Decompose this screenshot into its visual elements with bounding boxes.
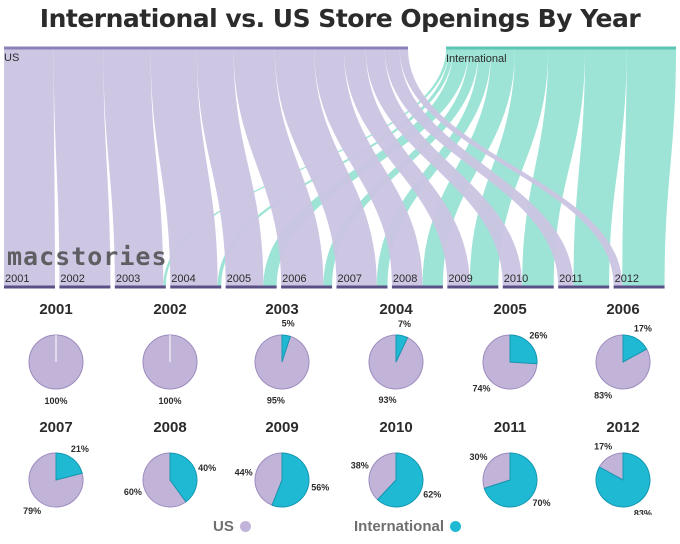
international-percent-label: 70%: [533, 498, 551, 508]
us-source-label: US: [4, 52, 19, 64]
pie-year-label: 2010: [379, 419, 412, 436]
international-percent-label: 17%: [634, 323, 652, 333]
pie-2010: 2010 62% 38%: [351, 419, 441, 508]
legend-us: US: [213, 518, 251, 535]
us-slice: [368, 452, 397, 501]
pie-2001: 2001 100%: [28, 301, 84, 406]
pie-2012: 2012 83% 17%: [594, 419, 652, 515]
us-percent-label: 74%: [473, 384, 491, 394]
international-flow-2007: [376, 48, 492, 286]
year-label-2007: 2007: [338, 273, 362, 285]
us-flow-2003: [103, 48, 164, 286]
year-label-2006: 2006: [282, 273, 306, 285]
us-percent-label: 83%: [594, 391, 612, 401]
watermark-logo: macstories: [7, 242, 168, 271]
international-slice: [622, 334, 648, 363]
international-percent-label: 26%: [529, 330, 547, 340]
year-label-2002: 2002: [60, 273, 84, 285]
chart-title: International vs. US Store Openings By Y…: [39, 4, 641, 33]
us-percent-label: 100%: [158, 396, 181, 406]
us-flow-2009: [343, 48, 470, 286]
sankey-chart: US International 2001 2002 2003 2004 2005 2006 2…: [4, 46, 676, 289]
pie-year-label: 2004: [379, 301, 413, 318]
international-flow-2011: [573, 48, 627, 286]
us-percent-label: 44%: [235, 468, 253, 478]
us-flow-2007: [274, 48, 377, 286]
us-flow-2004: [150, 48, 218, 286]
international-slice: [483, 452, 538, 508]
international-percent-label: 56%: [311, 482, 329, 492]
international-slice: [376, 452, 424, 508]
us-percent-label: 17%: [594, 441, 612, 451]
pie-year-label: 2003: [265, 301, 298, 318]
international-percent-label: 5%: [282, 318, 295, 328]
year-label-2005: 2005: [227, 273, 251, 285]
international-slice: [169, 452, 198, 503]
us-flow-2002: [53, 48, 111, 286]
pie-year-label: 2012: [606, 419, 639, 436]
us-flow-2010: [365, 48, 523, 286]
pie-2007: 2007 21% 79%: [23, 419, 89, 515]
year-label-2001: 2001: [5, 273, 29, 285]
pie-2009: 2009 56% 44%: [235, 419, 329, 508]
pie-year-label: 2001: [39, 301, 72, 318]
us-flow-2006: [233, 48, 324, 286]
year-label-2008: 2008: [393, 273, 417, 285]
international-source-label: International: [446, 53, 507, 65]
pie-year-label: 2008: [153, 419, 186, 436]
us-percent-label: 100%: [44, 396, 67, 406]
year-label-2003: 2003: [116, 273, 140, 285]
us-percent-label: 38%: [351, 461, 369, 471]
us-flow-2005: [196, 48, 264, 286]
us-percent-label: 30%: [469, 452, 487, 462]
pie-2002: 2002 100%: [142, 301, 198, 406]
international-percent-label: 40%: [198, 463, 216, 473]
international-percent-label: 62%: [423, 489, 441, 499]
international-slice: [595, 452, 651, 508]
year-label-2004: 2004: [171, 273, 195, 285]
pie-year-label: 2006: [606, 301, 639, 318]
legend-us-swatch: [239, 521, 251, 532]
us-flow-2011: [384, 48, 574, 286]
international-flow-2012: [622, 48, 676, 286]
pie-2005: 2005 26% 74%: [473, 301, 548, 394]
us-flow-2012: [399, 48, 623, 286]
pie-year-label: 2011: [494, 419, 527, 436]
pie-year-label: 2009: [265, 419, 298, 436]
year-label-2011: 2011: [559, 273, 583, 285]
us-slice: [254, 452, 283, 506]
year-label-2012: 2012: [615, 273, 639, 285]
international-slice: [271, 452, 310, 508]
us-percent-label: 93%: [378, 395, 396, 405]
us-percent-label: 60%: [124, 487, 142, 497]
pie-year-label: 2007: [39, 419, 72, 436]
legend-international-swatch: [450, 521, 462, 532]
international-slice: [509, 334, 538, 365]
us-flow-2001: [4, 48, 55, 286]
pie-2008: 2008 40% 60%: [124, 419, 216, 508]
international-slice: [55, 452, 83, 481]
us-flow-2008: [314, 48, 423, 286]
us-slice: [482, 452, 511, 489]
us-slice: [142, 452, 187, 508]
international-slice: [395, 334, 409, 363]
us-percent-label: 95%: [267, 396, 285, 406]
pie-2011: 2011 70% 30%: [469, 419, 550, 508]
pie-2006: 2006 17% 83%: [594, 301, 652, 401]
us-percent-label: 79%: [23, 506, 41, 515]
year-label-2010: 2010: [504, 273, 528, 285]
legend-us-label: US: [213, 518, 234, 535]
year-label-2009: 2009: [448, 273, 472, 285]
legend-international: International: [354, 518, 462, 535]
international-percent-label: 83%: [634, 509, 652, 515]
international-slice: [281, 334, 291, 363]
legend-international-label: International: [354, 518, 445, 535]
pie-year-label: 2005: [493, 301, 526, 318]
international-percent-label: 21%: [71, 444, 89, 454]
international-percent-label: 7%: [398, 319, 411, 329]
pie-year-label: 2002: [153, 301, 186, 318]
